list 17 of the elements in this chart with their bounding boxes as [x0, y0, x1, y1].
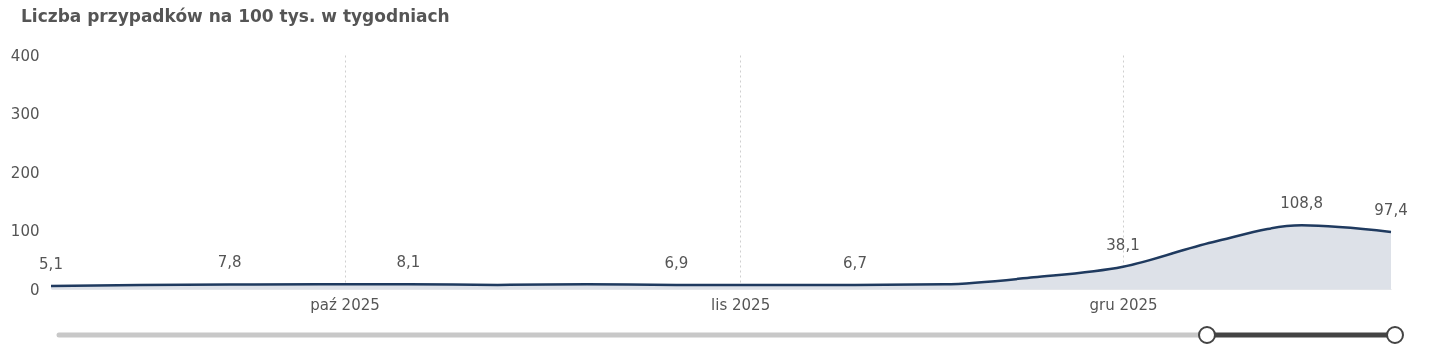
x-tick-label: lis 2025 — [711, 295, 771, 314]
x-tick-label: paź 2025 — [310, 295, 380, 314]
data-label: 7,8 — [217, 253, 242, 272]
y-tick-label: 400 — [10, 46, 40, 65]
y-tick-label: 0 — [29, 280, 40, 299]
y-tick-label: 200 — [10, 163, 40, 182]
data-label: 6,7 — [843, 254, 867, 273]
chart-title: Liczba przypadków na 100 tys. w tygodniach — [21, 6, 450, 26]
data-label: 108,8 — [1280, 194, 1324, 213]
x-tick-label: gru 2025 — [1089, 295, 1158, 314]
data-label: 6,9 — [664, 253, 689, 272]
data-label: 8,1 — [396, 253, 421, 272]
y-tick-label: 300 — [10, 105, 40, 123]
data-label: 97,4 — [1374, 201, 1408, 220]
y-tick-label: 100 — [10, 222, 40, 240]
data-label: 38,1 — [1106, 235, 1140, 254]
data-label: 5,1 — [39, 255, 63, 274]
